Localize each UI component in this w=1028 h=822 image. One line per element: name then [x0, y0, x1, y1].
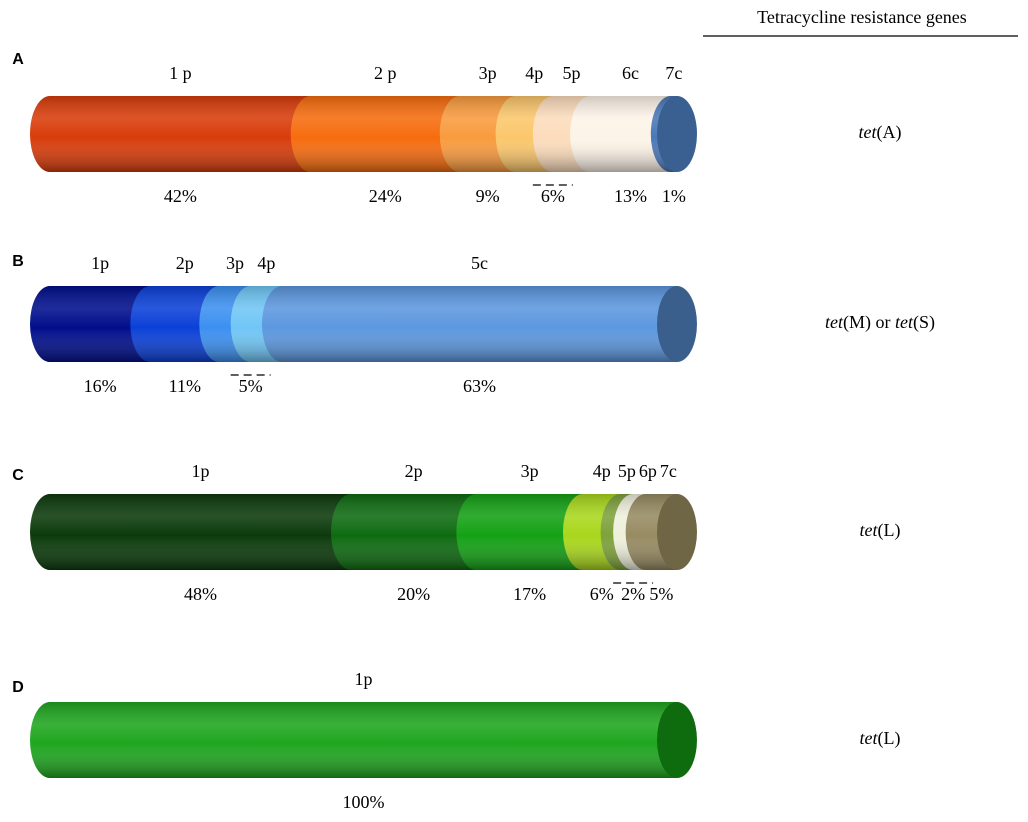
value-label: 5% — [239, 376, 263, 396]
value-label: 48% — [184, 584, 217, 604]
value-label: 9% — [476, 186, 500, 206]
cylinder-end — [657, 494, 697, 570]
segment-label: 4p — [257, 253, 275, 273]
value-label: 100% — [343, 792, 385, 812]
segment-label: 4p — [525, 63, 543, 83]
segment — [30, 96, 311, 172]
value-label: 24% — [369, 186, 402, 206]
segment-label: 3p — [521, 461, 539, 481]
segment-label: 6c — [622, 63, 639, 83]
segment — [330, 494, 477, 570]
segment-label: 6p — [639, 461, 657, 481]
segment-label: 7c — [660, 461, 677, 481]
segment-label: 5p — [562, 63, 580, 83]
segment — [30, 702, 677, 778]
value-label: 63% — [463, 376, 496, 396]
value-label: 6% — [541, 186, 565, 206]
panel-letter: A — [12, 51, 24, 68]
segment-label: 1p — [355, 669, 373, 689]
panel-letter: B — [12, 253, 24, 270]
gene-label: tet(A) — [859, 122, 902, 143]
value-label: 2% — [621, 584, 645, 604]
segment — [30, 494, 351, 570]
segment-label: 7c — [665, 63, 682, 83]
segment-label: 1p — [191, 461, 209, 481]
segment-label: 5c — [471, 253, 488, 273]
value-label: 5% — [649, 584, 673, 604]
cylinder-end — [657, 702, 697, 778]
segment-label: 3p — [479, 63, 497, 83]
segment-label: 5p — [618, 461, 636, 481]
segment — [261, 286, 677, 362]
segment-label: 2 p — [374, 63, 397, 83]
panel-letter: C — [12, 467, 24, 484]
segment-label: 2p — [405, 461, 423, 481]
segment-label: 1 p — [169, 63, 192, 83]
value-label: 6% — [590, 584, 614, 604]
panel-letter: D — [12, 679, 24, 696]
value-label: 42% — [164, 186, 197, 206]
header: Tetracycline resistance genes — [757, 7, 967, 27]
gene-label: tet(L) — [860, 728, 901, 749]
value-label: 16% — [84, 376, 117, 396]
segment-label: 4p — [593, 461, 611, 481]
segment — [290, 96, 460, 172]
segment-label: 1p — [91, 253, 109, 273]
value-label: 1% — [662, 186, 686, 206]
cylinder-end — [657, 286, 697, 362]
cylinder-end — [657, 96, 697, 172]
segment-label: 3p — [226, 253, 244, 273]
value-label: 17% — [513, 584, 546, 604]
gene-label: tet(M) or tet(S) — [825, 312, 935, 333]
value-label: 20% — [397, 584, 430, 604]
segment-label: 2p — [176, 253, 194, 273]
value-label: 11% — [169, 376, 201, 396]
gene-label: tet(L) — [860, 520, 901, 541]
value-label: 13% — [614, 186, 647, 206]
